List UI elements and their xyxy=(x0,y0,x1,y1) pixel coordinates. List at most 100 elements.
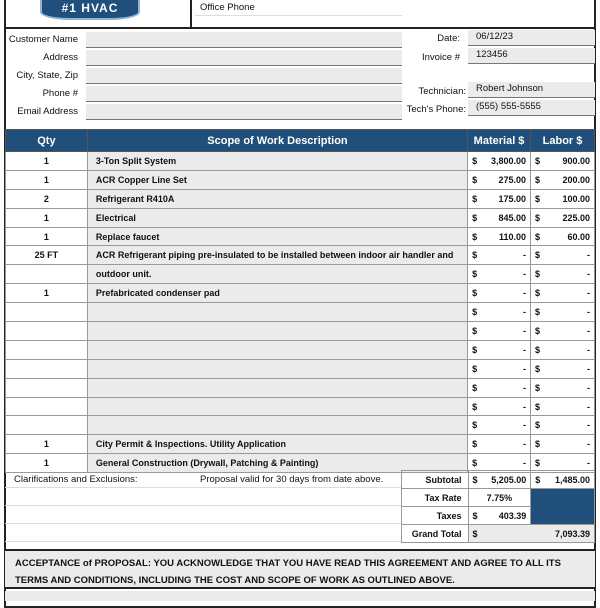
invoice-field[interactable]: 123456 xyxy=(468,48,595,64)
summary-table: Subtotal $5,205.00 $1,485.00 Tax Rate 7.… xyxy=(401,470,596,543)
table-row: 1 Prefabricated condenser pad $ - $ - xyxy=(5,283,595,304)
qty-cell[interactable] xyxy=(5,377,88,398)
signature-area[interactable] xyxy=(5,591,595,601)
material-cell[interactable]: - xyxy=(523,382,527,393)
description-cell[interactable] xyxy=(86,321,469,341)
qty-cell[interactable]: 1 xyxy=(5,283,88,304)
labor-cell[interactable]: - xyxy=(587,458,590,469)
material-cell[interactable]: - xyxy=(523,250,527,261)
material-cell[interactable]: - xyxy=(523,269,527,280)
description-cell[interactable]: ACR Copper Line Set xyxy=(86,169,469,190)
description-cell[interactable] xyxy=(86,358,469,379)
material-cell[interactable]: 175.00 xyxy=(498,193,527,204)
material-header: Material $ xyxy=(467,129,532,152)
table-row: 25 FT ACR Refrigerant piping pre-insulat… xyxy=(5,245,595,266)
customer-field-input[interactable] xyxy=(86,86,402,102)
material-cell[interactable]: - xyxy=(523,458,527,469)
currency-symbol: $ xyxy=(535,288,541,299)
labor-cell[interactable]: - xyxy=(587,401,590,412)
material-cell[interactable]: - xyxy=(523,344,527,355)
labor-cell[interactable]: - xyxy=(587,344,590,355)
labor-cell[interactable]: - xyxy=(587,307,590,318)
description-cell[interactable]: Refrigerant R410A xyxy=(86,188,469,209)
customer-field-label: Address xyxy=(43,52,78,63)
material-cell[interactable]: - xyxy=(523,420,527,431)
currency-symbol: $ xyxy=(472,307,478,318)
description-cell[interactable]: Electrical xyxy=(86,207,469,228)
table-row: 1 Replace faucet $110.00 $60.00 xyxy=(5,226,595,247)
description-cell[interactable]: Prefabricated condenser pad xyxy=(86,283,469,304)
table-row: $ - $ - xyxy=(5,415,595,436)
labor-cell[interactable]: 900.00 xyxy=(562,155,590,166)
technician-field[interactable]: Robert Johnson xyxy=(468,82,595,98)
qty-cell[interactable] xyxy=(5,321,88,341)
description-cell[interactable]: Replace faucet xyxy=(86,226,469,247)
qty-cell[interactable] xyxy=(5,358,88,379)
qty-cell[interactable]: 1 xyxy=(5,453,88,474)
customer-field-input[interactable] xyxy=(86,104,402,120)
labor-cell[interactable]: 200.00 xyxy=(562,174,590,185)
qty-cell[interactable]: 1 xyxy=(5,434,88,455)
table-row: outdoor unit. $ - $ - xyxy=(5,264,595,285)
description-cell[interactable]: General Construction (Drywall, Patching … xyxy=(86,453,469,474)
material-cell[interactable]: 110.00 xyxy=(499,231,527,242)
description-cell[interactable] xyxy=(86,339,469,360)
qty-cell[interactable] xyxy=(5,396,88,417)
qty-cell[interactable] xyxy=(5,415,88,436)
description-cell[interactable]: outdoor unit. xyxy=(86,264,469,285)
material-cell[interactable]: 845.00 xyxy=(498,212,527,223)
labor-cell[interactable]: - xyxy=(587,250,590,261)
labor-cell[interactable]: - xyxy=(587,288,590,299)
currency-symbol: $ xyxy=(535,420,541,431)
material-cell[interactable]: 3,800.00 xyxy=(490,155,527,166)
description-cell[interactable] xyxy=(86,377,469,398)
labor-cell[interactable]: 100.00 xyxy=(562,193,590,204)
labor-cell[interactable]: 60.00 xyxy=(567,231,590,242)
currency-symbol: $ xyxy=(535,193,541,204)
qty-cell[interactable]: 25 FT xyxy=(5,245,88,266)
labor-cell[interactable]: - xyxy=(587,363,590,374)
table-row: $ - $ - xyxy=(5,302,595,323)
qty-cell[interactable] xyxy=(5,264,88,285)
material-cell[interactable]: - xyxy=(523,401,527,412)
taxes-label: Taxes xyxy=(401,506,469,525)
office-phone-field[interactable] xyxy=(195,15,402,16)
description-cell[interactable]: ACR Refrigerant piping pre-insulated to … xyxy=(86,245,469,266)
qty-header: Qty xyxy=(5,129,88,152)
customer-field-input[interactable] xyxy=(86,32,402,48)
tech-phone-field[interactable]: (555) 555-5555 xyxy=(468,100,595,116)
qty-cell[interactable]: 1 xyxy=(5,226,88,247)
date-field[interactable]: 06/12/23 xyxy=(468,30,595,46)
description-cell[interactable]: 3-Ton Split System xyxy=(86,151,469,171)
description-cell[interactable] xyxy=(86,415,469,436)
qty-cell[interactable]: 2 xyxy=(5,188,88,209)
labor-cell[interactable]: 225.00 xyxy=(562,212,590,223)
currency-symbol: $ xyxy=(535,382,541,393)
material-cell[interactable]: - xyxy=(523,439,527,450)
labor-cell[interactable]: - xyxy=(587,420,590,431)
qty-cell[interactable] xyxy=(5,302,88,323)
qty-cell[interactable]: 1 xyxy=(5,207,88,228)
material-cell[interactable]: - xyxy=(523,307,527,318)
material-cell[interactable]: - xyxy=(523,363,527,374)
description-cell[interactable] xyxy=(86,302,469,323)
currency-symbol: $ xyxy=(472,212,478,223)
labor-cell[interactable]: - xyxy=(587,439,590,450)
currency-symbol: $ xyxy=(472,458,478,469)
qty-cell[interactable]: 1 xyxy=(5,169,88,190)
material-cell[interactable]: - xyxy=(523,325,527,336)
qty-cell[interactable]: 1 xyxy=(5,151,88,171)
tax-rate-field[interactable]: 7.75% xyxy=(467,488,532,507)
customer-field-input[interactable] xyxy=(86,68,402,84)
qty-cell[interactable] xyxy=(5,339,88,360)
scope-table: Qty Scope of Work Description Material $… xyxy=(5,129,595,474)
customer-field-input[interactable] xyxy=(86,50,402,66)
material-cell[interactable]: - xyxy=(523,288,527,299)
labor-cell[interactable]: - xyxy=(587,269,590,280)
tax-rate-label: Tax Rate xyxy=(401,488,469,507)
description-cell[interactable] xyxy=(86,396,469,417)
labor-cell[interactable]: - xyxy=(587,325,590,336)
material-cell[interactable]: 275.00 xyxy=(498,174,527,185)
description-cell[interactable]: City Permit & Inspections. Utility Appli… xyxy=(86,434,469,455)
labor-cell[interactable]: - xyxy=(587,382,590,393)
